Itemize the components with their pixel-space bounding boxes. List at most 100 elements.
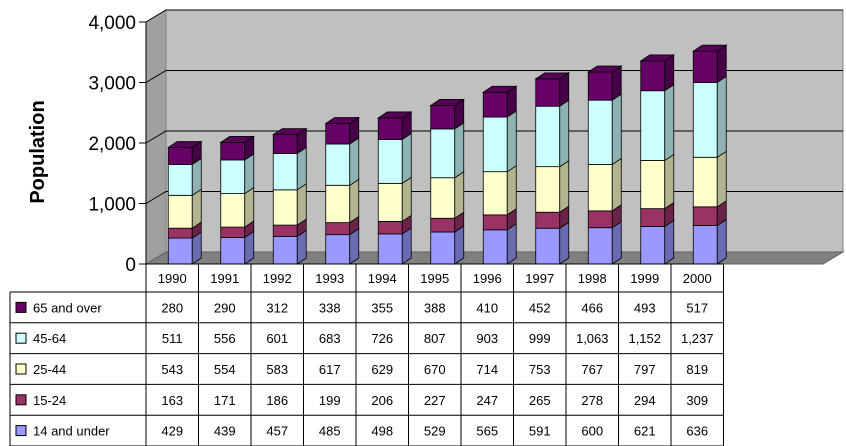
bar-side <box>559 221 570 265</box>
legend-swatch <box>15 332 27 344</box>
bar-front <box>587 71 613 101</box>
legend-swatch <box>15 301 27 313</box>
bar-front <box>167 227 193 239</box>
data-cell: 819 <box>686 362 708 377</box>
bar-side <box>611 157 622 212</box>
bar-segment <box>692 200 727 227</box>
bar-front <box>377 221 403 235</box>
bar-front <box>430 105 456 130</box>
bar-front <box>220 237 246 265</box>
bar-front <box>220 226 246 238</box>
data-cell: 355 <box>371 300 393 315</box>
data-cell: 265 <box>529 393 551 408</box>
x-tick-label: 1992 <box>263 271 292 286</box>
bar-segment <box>430 170 465 220</box>
legend-swatch <box>15 394 27 406</box>
chart-bars <box>166 44 728 265</box>
bar-segment <box>220 230 255 265</box>
bar-side <box>296 183 307 226</box>
bar-front <box>482 116 508 173</box>
data-cell: 683 <box>319 331 341 346</box>
data-cell: 186 <box>266 393 288 408</box>
bar-segment <box>377 132 412 185</box>
bar-front <box>692 225 718 265</box>
x-tick-label: 1998 <box>578 271 607 286</box>
legend-label: 25-44 <box>33 362 66 377</box>
bar-front <box>220 141 246 161</box>
data-cell: 543 <box>161 362 183 377</box>
data-cell: 247 <box>476 393 498 408</box>
data-cell: 556 <box>214 331 236 346</box>
data-cell: 600 <box>581 424 603 439</box>
bar-segment <box>482 164 517 216</box>
bar-top <box>481 85 518 93</box>
bar-front <box>640 226 666 265</box>
bar-segment <box>535 205 570 229</box>
bar-segment <box>640 83 675 162</box>
data-cell: 410 <box>476 300 498 315</box>
bar-segment <box>271 127 308 155</box>
bar-front <box>325 184 351 224</box>
bar-front <box>272 235 298 265</box>
bar-front <box>272 189 298 226</box>
legend-label: 45-64 <box>33 331 66 346</box>
bar-side <box>454 225 465 265</box>
bar-front <box>220 159 246 194</box>
x-tick-label: 1991 <box>210 271 239 286</box>
bar-segment <box>640 219 675 265</box>
bar-segment <box>692 218 727 265</box>
bar-front <box>482 171 508 216</box>
data-cell: 511 <box>162 331 183 346</box>
data-cell: 903 <box>476 331 498 346</box>
x-tick-label: 1995 <box>420 271 449 286</box>
bar-segment <box>325 137 360 187</box>
bar-side <box>611 93 622 166</box>
y-tick-label: 4,000 <box>88 13 136 34</box>
data-cell: 554 <box>214 362 236 377</box>
data-cell: 485 <box>319 424 341 439</box>
data-cell: 388 <box>424 300 446 315</box>
x-tick-label: 2000 <box>683 271 712 286</box>
bar-front <box>482 229 508 265</box>
bar-front <box>640 90 666 161</box>
data-cell: 466 <box>581 300 603 315</box>
bar-top <box>271 128 308 135</box>
bar-side <box>244 153 255 195</box>
data-cell: 206 <box>371 393 393 408</box>
bar-side <box>716 150 727 208</box>
bar-front <box>272 134 298 154</box>
bar-side <box>611 220 622 265</box>
bar-segment <box>481 85 518 118</box>
bar-front <box>535 211 561 229</box>
bar-segment <box>587 157 622 212</box>
bar-segment <box>587 204 622 229</box>
data-cell: 294 <box>634 393 656 408</box>
data-cell: 290 <box>214 300 236 315</box>
bar-top <box>376 111 413 119</box>
bar-segment <box>377 227 412 265</box>
bar-segment <box>325 178 360 224</box>
bar-front <box>325 143 351 186</box>
bar-segment <box>167 231 202 265</box>
bar-front <box>430 128 456 179</box>
bar-front <box>535 105 561 168</box>
bar-front <box>325 234 351 265</box>
bar-front <box>482 91 508 118</box>
bar-side <box>716 75 727 159</box>
bar-segment <box>219 135 256 161</box>
bar-side <box>401 132 412 185</box>
data-cell: 163 <box>161 393 183 408</box>
bar-segment <box>376 111 413 141</box>
bar-segment <box>430 122 465 179</box>
bar-side <box>191 188 202 229</box>
bar-front <box>272 153 298 191</box>
bar-segment <box>220 153 255 195</box>
bar-front <box>535 166 561 213</box>
bar-segment <box>639 54 676 92</box>
bar-front <box>430 231 456 265</box>
bar-side <box>506 164 517 216</box>
bar-top <box>324 117 361 124</box>
bar-front <box>692 206 718 226</box>
bar-front <box>692 82 718 158</box>
